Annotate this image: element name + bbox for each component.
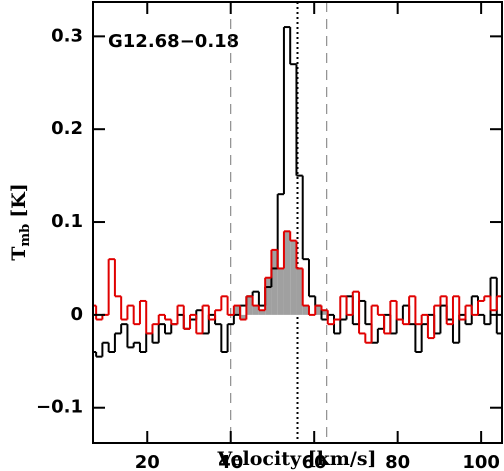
shaded-area bbox=[233, 305, 241, 315]
shaded-area bbox=[315, 305, 322, 315]
shaded-area bbox=[290, 240, 297, 315]
y-tick-label: 0.1 bbox=[51, 211, 83, 232]
x-tick-label: 40 bbox=[218, 452, 243, 471]
y-tick-label: 0 bbox=[70, 304, 83, 325]
y-axis-label: Tmb [K] bbox=[8, 183, 33, 261]
shaded-area bbox=[271, 249, 278, 315]
y-tick-label: −0.1 bbox=[36, 397, 83, 418]
y-label-unit: [K] bbox=[8, 183, 30, 218]
y-tick-label: 0.3 bbox=[51, 25, 83, 46]
shaded-area bbox=[252, 305, 259, 315]
y-label-sub: mb bbox=[18, 224, 33, 247]
shaded-area bbox=[258, 310, 266, 315]
shaded-area bbox=[265, 277, 272, 315]
x-tick-label: 80 bbox=[385, 452, 410, 471]
x-axis-label: Velocity [km/s] bbox=[216, 448, 376, 470]
shaded-area bbox=[283, 231, 291, 315]
x-tick-label: 20 bbox=[135, 452, 160, 471]
shaded-area bbox=[321, 310, 327, 315]
shaded-area bbox=[246, 296, 253, 315]
shaded-area bbox=[296, 268, 303, 315]
shaded-area bbox=[277, 268, 284, 315]
annotation: G12.68−0.18 bbox=[108, 31, 239, 52]
x-tick-label: 60 bbox=[302, 452, 327, 471]
shaded-area bbox=[302, 305, 309, 315]
x-tick-label: 100 bbox=[462, 452, 500, 471]
y-label-main: T bbox=[8, 247, 30, 261]
shaded-area bbox=[240, 314, 247, 320]
y-tick-label: 0.2 bbox=[51, 118, 83, 139]
